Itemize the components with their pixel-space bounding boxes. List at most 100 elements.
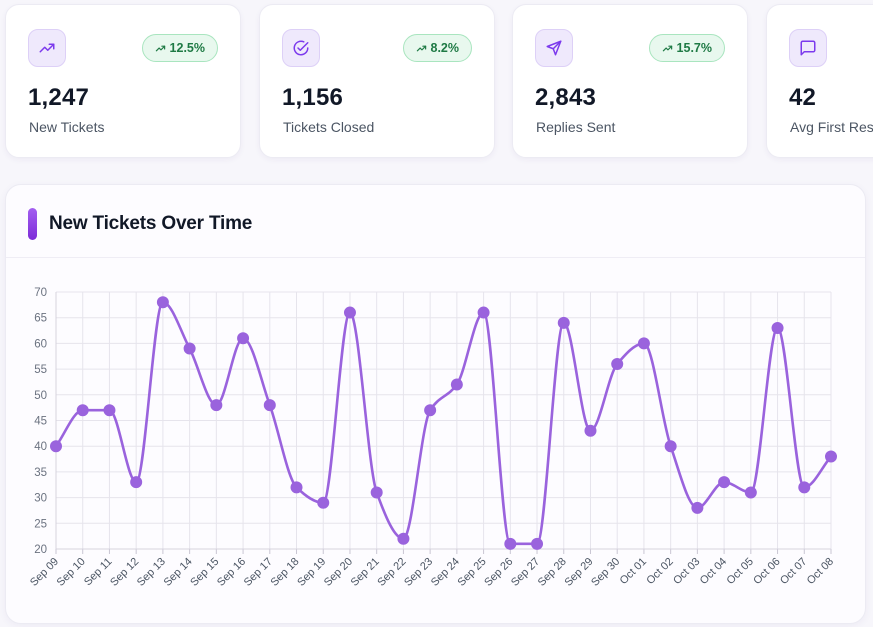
x-tick-label: Oct 01	[618, 556, 649, 587]
data-point	[424, 404, 437, 417]
change-badge: 8.2%	[402, 34, 472, 62]
data-point	[771, 321, 784, 334]
x-tick-label: Sep 26	[482, 556, 515, 589]
data-point	[317, 496, 330, 509]
x-tick-label: Sep 22	[375, 556, 408, 589]
data-point	[718, 476, 731, 489]
data-point	[130, 476, 143, 489]
stat-card-tickets-closed[interactable]: 8.2% 1,156 Tickets Closed	[259, 4, 495, 158]
chart-panel: New Tickets Over Time 20 25 30 35 40 45 50 55 60…	[5, 184, 866, 624]
y-tick-label: 65	[34, 313, 47, 325]
stat-label: New Tickets	[29, 119, 105, 135]
trend-up-small-icon	[155, 45, 165, 51]
data-point	[343, 306, 356, 319]
change-badge: 12.5%	[141, 34, 218, 62]
x-tick-label: Sep 24	[429, 556, 462, 589]
change-value: 8.2%	[430, 41, 460, 55]
y-tick-label: 45	[34, 416, 47, 428]
x-tick-label: Sep 30	[589, 556, 622, 589]
panel-divider	[6, 257, 865, 258]
x-tick-label: Oct 06	[751, 556, 782, 587]
stats-row: 12.5% 1,247 New Tickets 8.2% 1,156 Ticke…	[5, 4, 873, 160]
data-point	[611, 357, 624, 370]
data-point	[798, 481, 811, 494]
data-point	[637, 337, 650, 350]
trend-up-small-icon	[662, 45, 672, 51]
trend-up-small-icon	[416, 45, 426, 51]
data-point	[370, 486, 383, 499]
y-tick-label: 55	[34, 364, 47, 376]
stat-label: Tickets Closed	[283, 119, 375, 135]
data-point	[397, 532, 410, 545]
change-value: 12.5%	[169, 41, 205, 55]
stat-label: Replies Sent	[536, 119, 616, 135]
x-tick-label: Oct 08	[805, 556, 836, 587]
stat-card-avg-first-response[interactable]: 42 Avg First Res	[766, 4, 873, 158]
stat-card-replies-sent[interactable]: 15.7% 2,843 Replies Sent	[512, 4, 748, 158]
data-point	[237, 332, 250, 345]
stat-value: 2,843	[535, 84, 597, 111]
x-tick-label: Sep 09	[28, 556, 61, 589]
y-tick-label: 20	[34, 544, 47, 556]
x-tick-label: Sep 10	[55, 556, 88, 589]
data-point	[691, 501, 704, 514]
y-tick-label: 50	[34, 390, 47, 402]
x-tick-label: Sep 11	[82, 556, 115, 589]
data-point	[531, 537, 544, 550]
stat-card-new-tickets[interactable]: 12.5% 1,247 New Tickets	[5, 4, 241, 158]
data-point	[103, 404, 116, 417]
data-point	[477, 306, 490, 319]
data-point	[664, 440, 677, 453]
x-tick-label: Sep 14	[162, 556, 195, 589]
stat-label: Avg First Res	[790, 119, 873, 135]
x-tick-label: Sep 12	[108, 556, 141, 589]
x-tick-label: Oct 04	[698, 556, 729, 587]
x-tick-label: Sep 29	[562, 556, 595, 589]
title-accent-bar	[28, 208, 37, 240]
x-tick-label: Sep 19	[295, 556, 328, 589]
y-tick-label: 70	[34, 287, 47, 299]
data-point	[825, 450, 837, 463]
y-tick-label: 30	[34, 493, 47, 505]
x-tick-label: Sep 20	[322, 556, 355, 589]
y-tick-label: 60	[34, 338, 47, 350]
data-point	[744, 486, 757, 499]
message-square-icon	[789, 29, 827, 67]
data-point	[290, 481, 303, 494]
y-tick-label: 40	[34, 441, 47, 453]
y-tick-label: 35	[34, 467, 47, 479]
data-point	[504, 537, 517, 550]
change-badge: 15.7%	[648, 34, 725, 62]
x-tick-label: Sep 28	[536, 556, 569, 589]
x-tick-label: Oct 05	[725, 556, 756, 587]
x-tick-label: Oct 07	[778, 556, 809, 587]
send-icon	[535, 29, 573, 67]
stat-value: 42	[789, 84, 817, 111]
y-tick-label: 25	[34, 518, 47, 530]
x-tick-label: Sep 17	[242, 556, 275, 589]
x-tick-label: Sep 23	[402, 556, 435, 589]
series-line	[54, 300, 833, 546]
data-point	[263, 399, 276, 412]
data-point	[210, 399, 223, 412]
x-tick-label: Oct 03	[671, 556, 702, 587]
check-circle-icon	[282, 29, 320, 67]
data-point	[50, 440, 62, 453]
data-point	[156, 296, 169, 309]
data-point	[183, 342, 196, 355]
change-value: 15.7%	[676, 41, 712, 55]
trending-up-icon	[28, 29, 66, 67]
x-tick-label: Sep 15	[188, 556, 221, 589]
data-point	[76, 404, 89, 417]
data-point	[450, 378, 463, 391]
chart-title: New Tickets Over Time	[49, 213, 253, 234]
x-tick-label: Sep 13	[135, 556, 168, 589]
stat-value: 1,156	[282, 84, 344, 111]
x-tick-label: Sep 25	[456, 556, 489, 589]
x-tick-label: Sep 16	[215, 556, 248, 589]
x-tick-label: Oct 02	[644, 556, 675, 587]
data-point	[557, 316, 570, 329]
data-point	[584, 424, 597, 437]
stat-value: 1,247	[28, 84, 90, 111]
